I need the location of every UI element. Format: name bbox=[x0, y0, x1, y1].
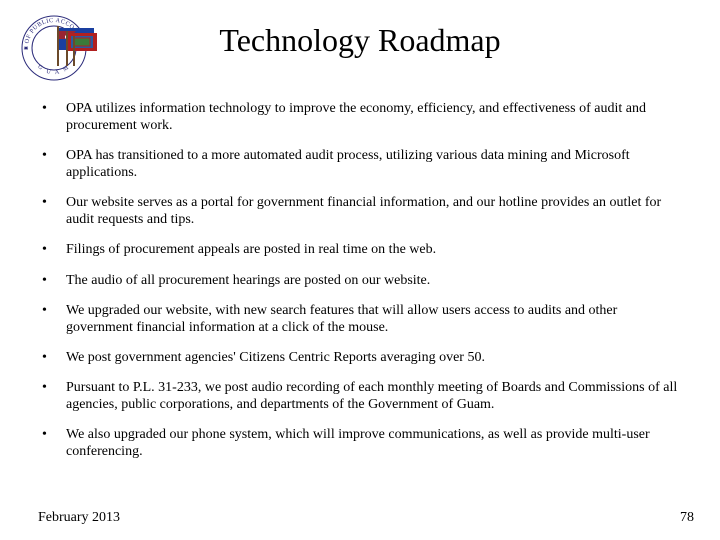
bullet-list: OPA utilizes information technology to i… bbox=[38, 100, 686, 473]
bullet-text: The audio of all procurement hearings ar… bbox=[66, 273, 430, 288]
list-item: Our website serves as a portal for gover… bbox=[38, 194, 686, 228]
bullet-text: We upgraded our website, with new search… bbox=[66, 303, 617, 335]
bullet-text: OPA has transitioned to a more automated… bbox=[66, 148, 630, 180]
bullet-text: We also upgraded our phone system, which… bbox=[66, 427, 650, 459]
bullet-text: Filings of procurement appeals are poste… bbox=[66, 242, 436, 257]
bullet-text: OPA utilizes information technology to i… bbox=[66, 101, 646, 133]
list-item: Pursuant to P.L. 31-233, we post audio r… bbox=[38, 379, 686, 413]
list-item: OPA has transitioned to a more automated… bbox=[38, 147, 686, 181]
list-item: Filings of procurement appeals are poste… bbox=[38, 241, 686, 258]
footer-date: February 2013 bbox=[38, 510, 120, 526]
list-item: We also upgraded our phone system, which… bbox=[38, 426, 686, 460]
list-item: We upgraded our website, with new search… bbox=[38, 302, 686, 336]
bullet-text: Pursuant to P.L. 31-233, we post audio r… bbox=[66, 380, 677, 412]
slide: OFFICE OF PUBLIC ACCOUNTABILITY G U A M bbox=[0, 0, 720, 540]
page-number: 78 bbox=[680, 510, 694, 526]
list-item: OPA utilizes information technology to i… bbox=[38, 100, 686, 134]
bullet-text: We post government agencies' Citizens Ce… bbox=[66, 350, 485, 365]
bullet-text: Our website serves as a portal for gover… bbox=[66, 195, 661, 227]
list-item: The audio of all procurement hearings ar… bbox=[38, 272, 686, 289]
page-title: Technology Roadmap bbox=[0, 22, 720, 59]
list-item: We post government agencies' Citizens Ce… bbox=[38, 349, 686, 366]
